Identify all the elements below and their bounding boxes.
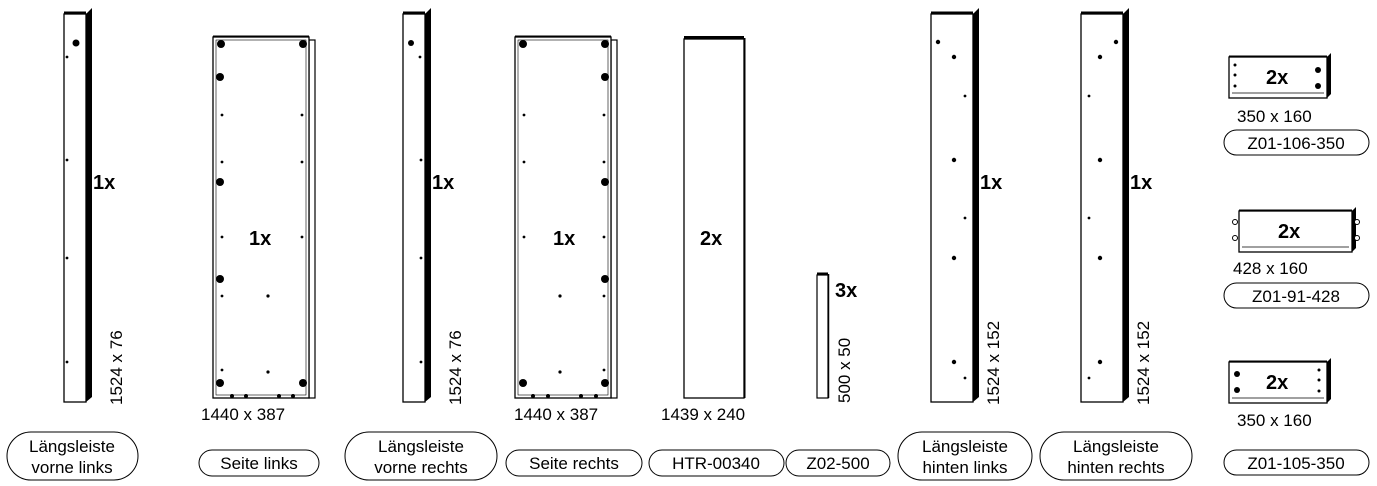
board-htr-00340: [683, 36, 746, 399]
quantity-htr-00340: 2x: [700, 228, 722, 250]
part-htr-00340: 2x 1439 x 240 HTR-00340: [648, 36, 785, 477]
label-laengsleiste-vorne-rechts-line2: vorne rechts: [374, 458, 468, 477]
label-laengsleiste-vorne-rechts-line1: Längsleiste: [378, 437, 464, 456]
part-seite-rechts: 1x 1440 x 387 Seite rechts: [505, 35, 643, 477]
board-seite-links: [212, 35, 316, 399]
part-z02-500: 3x 500 x 50 Z02-500: [785, 272, 891, 477]
board-laengsleiste-hinten-rechts: [1080, 8, 1129, 403]
part-laengsleiste-hinten-rechts: 1x 1524 x 152 Längsleiste hinten rechts: [1039, 8, 1193, 481]
dimensions-seite-rechts: 1440 x 387: [514, 405, 598, 424]
board-laengsleiste-vorne-rechts: [402, 8, 431, 403]
board-z01-91-428: [1232, 207, 1360, 253]
part-seite-links: 1x 1440 x 387 Seite links: [198, 35, 320, 477]
dimensions-laengsleiste-hinten-links: 1524 x 152: [984, 321, 1003, 405]
dimensions-laengsleiste-vorne-rechts: 1524 x 76: [446, 330, 465, 405]
quantity-z01-91-428: 2x: [1278, 221, 1300, 243]
label-laengsleiste-hinten-rechts-line1: Längsleiste: [1073, 437, 1159, 456]
dimensions-laengsleiste-hinten-rechts: 1524 x 152: [1134, 321, 1153, 405]
label-laengsleiste-hinten-rechts-line2: hinten rechts: [1067, 458, 1164, 477]
board-laengsleiste-vorne-links: [63, 8, 92, 403]
dimensions-z01-91-428: 428 x 160: [1233, 259, 1308, 278]
dimensions-htr-00340: 1439 x 240: [661, 405, 745, 424]
quantity-z01-106-350: 2x: [1266, 67, 1288, 89]
quantity-laengsleiste-vorne-links: 1x: [93, 172, 115, 194]
label-z01-91-428: Z01-91-428: [1252, 287, 1340, 306]
part-z01-91-428: 2x 428 x 160 Z01-91-428: [1223, 207, 1370, 309]
quantity-seite-rechts: 1x: [553, 228, 575, 250]
label-laengsleiste-vorne-links-line2: vorne links: [31, 458, 112, 477]
quantity-laengsleiste-hinten-links: 1x: [980, 172, 1002, 194]
label-z02-500: Z02-500: [806, 454, 869, 473]
label-htr-00340: HTR-00340: [672, 454, 760, 473]
label-z01-105-350: Z01-105-350: [1247, 454, 1344, 473]
board-seite-rechts: [514, 35, 618, 399]
label-laengsleiste-hinten-links-line1: Längsleiste: [922, 437, 1008, 456]
quantity-laengsleiste-vorne-rechts: 1x: [432, 172, 454, 194]
part-z01-106-350: 2x 350 x 160 Z01-106-350: [1223, 53, 1370, 156]
quantity-z02-500: 3x: [835, 280, 857, 302]
dimensions-z02-500: 500 x 50: [835, 338, 854, 403]
label-z01-106-350: Z01-106-350: [1247, 134, 1344, 153]
label-laengsleiste-hinten-links-line2: hinten links: [922, 458, 1007, 477]
part-laengsleiste-vorne-links: 1x 1524 x 76 Längsleiste vorne links: [6, 8, 139, 481]
label-seite-links: Seite links: [220, 454, 297, 473]
part-z01-105-350: 2x 350 x 160 Z01-105-350: [1223, 358, 1370, 476]
quantity-laengsleiste-hinten-rechts: 1x: [1130, 172, 1152, 194]
board-z02-500: [816, 272, 830, 399]
board-laengsleiste-hinten-links: [930, 8, 979, 403]
quantity-z01-105-350: 2x: [1266, 372, 1288, 394]
label-laengsleiste-vorne-links-line1: Längsleiste: [29, 437, 115, 456]
part-laengsleiste-hinten-links: 1x 1524 x 152 Längsleiste hinten links: [897, 8, 1033, 481]
quantity-seite-links: 1x: [249, 228, 271, 250]
board-z01-105-350: [1228, 358, 1331, 404]
board-z01-106-350: [1228, 53, 1331, 99]
dimensions-seite-links: 1440 x 387: [201, 405, 285, 424]
part-laengsleiste-vorne-rechts: 1x 1524 x 76 Längsleiste vorne rechts: [344, 8, 498, 481]
dimensions-z01-105-350: 350 x 160: [1237, 411, 1312, 430]
dimensions-laengsleiste-vorne-links: 1524 x 76: [107, 330, 126, 405]
label-seite-rechts: Seite rechts: [529, 454, 619, 473]
dimensions-z01-106-350: 350 x 160: [1237, 107, 1312, 126]
